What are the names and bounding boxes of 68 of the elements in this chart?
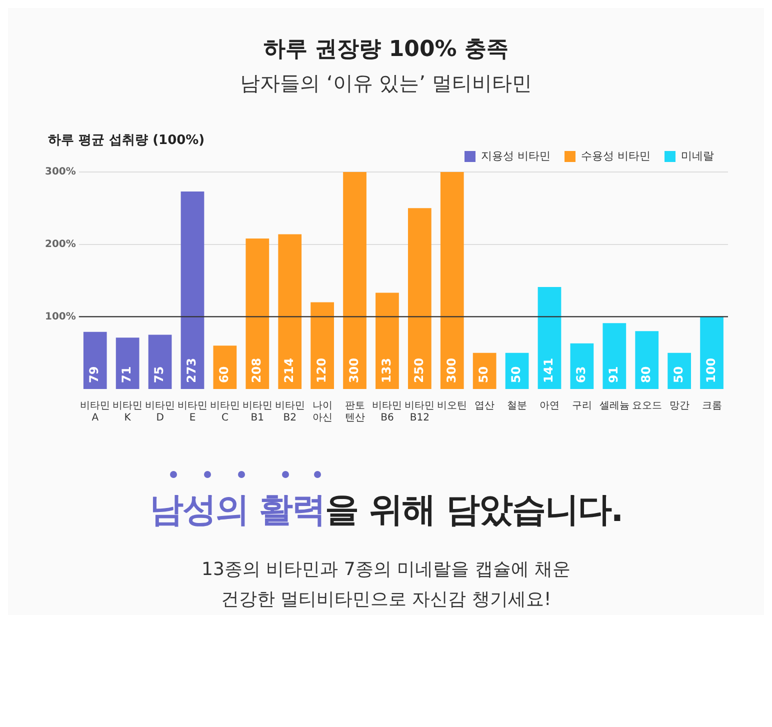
text: 13종의 비타민과 7종의 미네랄을 캡슐에 채운	[200, 558, 572, 582]
x-tick-label: 나이 아신	[312, 400, 332, 424]
x-tick-label: 크롬	[702, 400, 722, 412]
bar	[278, 234, 302, 389]
x-tick-label: 비타민 B1	[242, 400, 272, 424]
data-label: 71	[120, 366, 134, 383]
x-tick-label: 비타민 B6	[372, 400, 402, 424]
y-tick-label: 200%	[44, 238, 76, 250]
text: 건강한 멀티비타민으로 자신감 챙기세요!	[220, 588, 552, 612]
x-tick-label: 비타민 E	[177, 400, 208, 424]
x-tick-label: 철분	[507, 400, 528, 412]
x-tick-label: 요오드	[632, 400, 662, 412]
data-label: 100	[704, 358, 718, 383]
x-tick-label: 비타민 C	[210, 400, 240, 424]
x-tick-label: 비타민 K	[112, 400, 143, 424]
data-label: 120	[314, 358, 328, 383]
y-tick-label: 100%	[44, 311, 76, 322]
x-tick-label: 비타민 A	[80, 400, 110, 424]
x-tick-label: 비타민 D	[145, 400, 176, 424]
bar	[310, 302, 334, 389]
text: 을 위해 담았습니다.	[325, 490, 623, 530]
data-label: 141	[542, 358, 556, 383]
data-label: 250	[412, 358, 426, 383]
data-label: 50	[671, 366, 686, 383]
bar	[635, 331, 659, 389]
x-tick-label: 셀레늄	[599, 400, 630, 412]
bar	[246, 238, 270, 389]
data-label: 60	[217, 366, 232, 383]
y-axis-title: 하루 평균 섭취량 (100%)	[48, 132, 205, 149]
x-tick-label: 망간	[669, 400, 690, 412]
bar	[343, 172, 366, 389]
data-label: 300	[346, 358, 361, 383]
data-label: 208	[250, 358, 264, 383]
data-label: 50	[476, 366, 491, 383]
x-tick-label: 비타민 B2	[274, 400, 305, 424]
x-tick-label: 비오틴	[437, 400, 468, 412]
bar	[700, 316, 724, 389]
data-label: 91	[606, 366, 621, 383]
y-tick-label: 300%	[44, 166, 76, 178]
chart-subtitle: 남자들의 ‘이유 있는’ 멀티비타민	[239, 70, 533, 97]
x-tick-label: 비타민 B12	[404, 400, 435, 424]
bar	[180, 192, 204, 389]
bar	[408, 208, 432, 389]
data-label: 75	[152, 366, 166, 383]
bar	[440, 172, 464, 389]
text: 남성의 활력	[149, 490, 326, 530]
bar	[376, 292, 399, 389]
data-label: 273	[184, 358, 199, 383]
bar	[602, 323, 626, 389]
data-label: 300	[444, 358, 458, 383]
legend-label: 지용성 비타민	[481, 149, 551, 162]
bar	[148, 334, 172, 389]
bar	[83, 332, 107, 389]
data-label: 63	[574, 366, 588, 383]
legend-label: 미네랄	[681, 149, 714, 162]
bar	[116, 338, 140, 389]
x-tick-label: 엽산	[474, 400, 495, 412]
x-tick-label: 구리	[572, 400, 592, 412]
legend-label: 수용성 비타민	[581, 149, 651, 162]
bar	[538, 287, 562, 389]
data-label: 79	[87, 366, 102, 383]
data-label: 80	[638, 366, 653, 383]
x-tick-label: 아연	[539, 400, 560, 412]
chart-title: 하루 권장량 100% 충족	[262, 36, 510, 64]
data-label: 50	[509, 366, 524, 383]
x-tick-label: 판토 텐산	[344, 400, 365, 424]
data-label: 214	[282, 358, 296, 383]
data-label: 133	[379, 358, 394, 383]
